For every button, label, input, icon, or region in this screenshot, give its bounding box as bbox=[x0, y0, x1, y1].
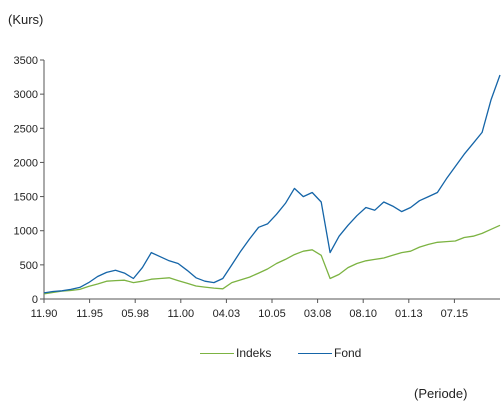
x-axis-label: (Periode) bbox=[414, 386, 468, 401]
legend-label-fond: Fond bbox=[334, 346, 362, 360]
y-tick-label: 3500 bbox=[14, 55, 38, 67]
x-tick-label: 07.15 bbox=[441, 308, 469, 320]
y-tick-label: 0 bbox=[32, 294, 38, 306]
legend-item-indeks: Indeks bbox=[200, 346, 271, 360]
legend-swatch-fond bbox=[298, 352, 332, 354]
x-tick-label: 11.95 bbox=[76, 308, 103, 320]
x-tick-label: 05.98 bbox=[121, 308, 149, 320]
x-tick-label: 11.00 bbox=[167, 308, 194, 320]
y-tick-label: 3000 bbox=[14, 89, 38, 101]
chart-legend: Indeks Fond bbox=[0, 346, 502, 362]
y-axis-label: (Kurs) bbox=[8, 12, 44, 27]
x-tick-label: 03.08 bbox=[304, 308, 332, 320]
series-line-fond bbox=[43, 74, 501, 294]
legend-label-indeks: Indeks bbox=[236, 346, 272, 360]
x-tick-label: 04.03 bbox=[213, 308, 241, 320]
y-tick-label: 500 bbox=[20, 260, 38, 272]
x-tick-label: 11.90 bbox=[31, 308, 58, 320]
legend-item-fond: Fond bbox=[298, 346, 361, 360]
legend-swatch-indeks bbox=[200, 352, 234, 354]
x-tick-label: 01.13 bbox=[395, 308, 423, 320]
y-tick-label: 1500 bbox=[14, 192, 38, 204]
x-tick-label: 08.10 bbox=[349, 308, 377, 320]
x-tick-label: 10.05 bbox=[258, 308, 286, 320]
y-tick-label: 2000 bbox=[14, 157, 38, 169]
y-tick-label: 2500 bbox=[14, 123, 38, 135]
series-line-indeks bbox=[43, 224, 501, 295]
y-tick-label: 1000 bbox=[14, 226, 38, 238]
